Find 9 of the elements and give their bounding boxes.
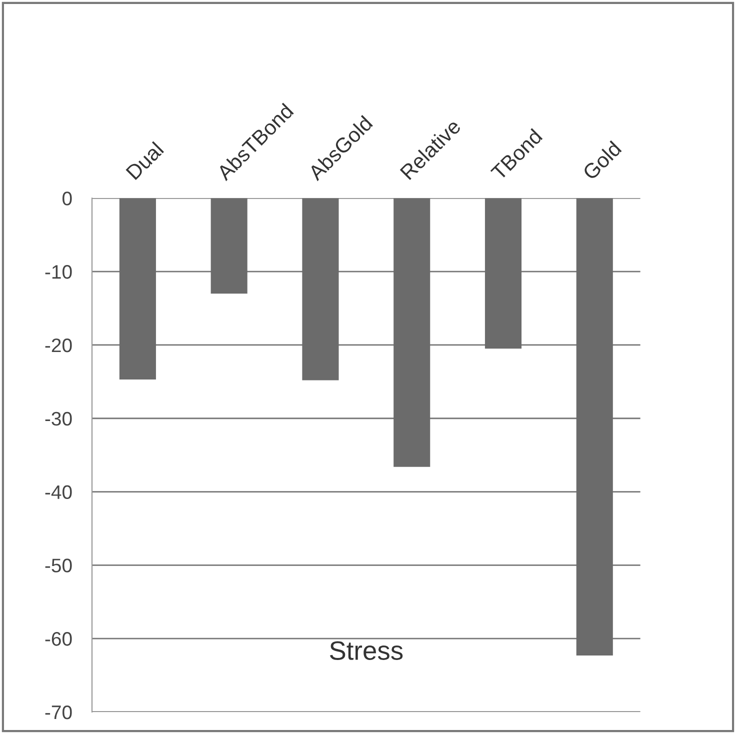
- y-tick-label: -50: [45, 558, 72, 572]
- y-tick-label: -40: [45, 485, 72, 500]
- y-tick-label: -10: [45, 265, 72, 279]
- y-tick-label: -20: [45, 338, 72, 352]
- text: Stress: [330, 641, 403, 660]
- y-tick-label: -60: [45, 632, 72, 646]
- y-tick-label: -70: [45, 705, 72, 720]
- y-tick-label: 0: [62, 192, 72, 206]
- y-tick-label: -30: [45, 412, 72, 426]
